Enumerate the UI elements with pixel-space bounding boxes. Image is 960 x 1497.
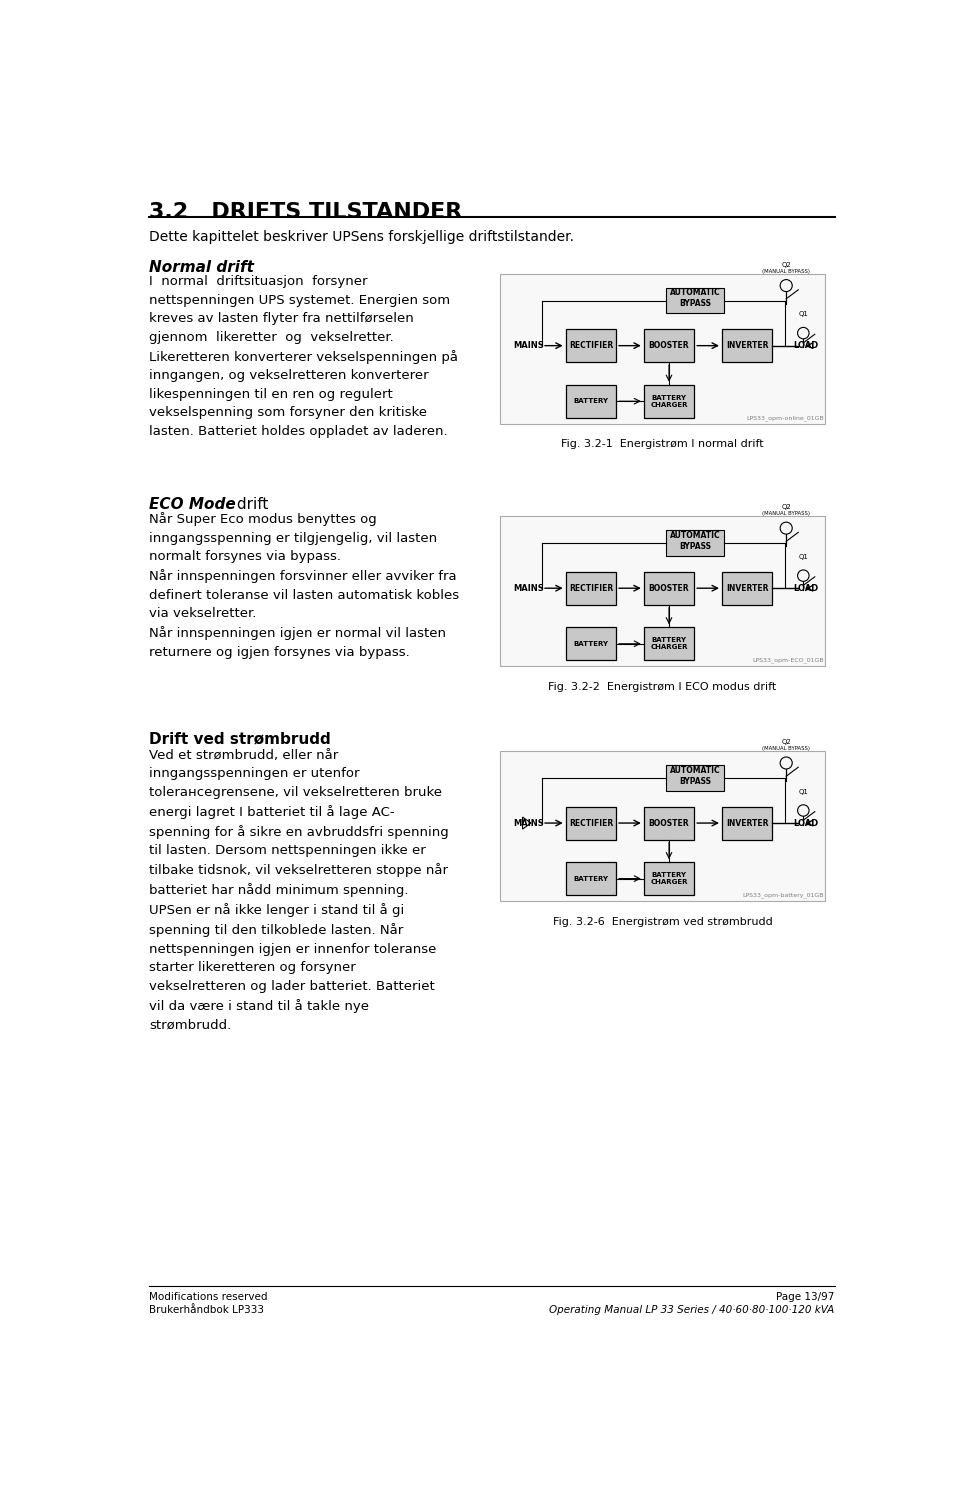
Text: Fig. 3.2-2  Energistrøm I ECO modus drift: Fig. 3.2-2 Energistrøm I ECO modus drift [548, 681, 777, 692]
Text: 3.2   DRIFTS TILSTANDER: 3.2 DRIFTS TILSTANDER [150, 202, 463, 222]
Text: (MANUAL BYPASS): (MANUAL BYPASS) [762, 510, 810, 516]
Text: LOAD: LOAD [794, 584, 819, 593]
Text: Dette kapittelet beskriver UPSens forskjellige driftstilstander.: Dette kapittelet beskriver UPSens forskj… [150, 229, 574, 244]
Text: I  normal  driftsituasjon  forsyner
nettspenningen UPS systemet. Energien som
kr: I normal driftsituasjon forsyner nettspe… [150, 275, 459, 437]
FancyBboxPatch shape [644, 385, 694, 418]
Text: RECTIFIER: RECTIFIER [568, 341, 613, 350]
FancyBboxPatch shape [644, 329, 694, 362]
Text: BOOSTER: BOOSTER [649, 584, 689, 593]
FancyBboxPatch shape [665, 765, 725, 790]
Text: AUTOMATIC
BYPASS: AUTOMATIC BYPASS [670, 531, 720, 551]
Text: Q2: Q2 [781, 740, 791, 746]
Text: BATTERY: BATTERY [573, 876, 609, 882]
Text: LPS33_opm-battery_01GB: LPS33_opm-battery_01GB [742, 892, 824, 898]
Text: BATTERY
CHARGER: BATTERY CHARGER [650, 873, 687, 885]
Text: Q1: Q1 [799, 554, 808, 560]
Text: Q1: Q1 [799, 311, 808, 317]
FancyBboxPatch shape [644, 862, 694, 895]
Text: drift: drift [232, 497, 269, 512]
Text: Når Super Eco modus benyttes og
inngangsspenning er tilgjengelig, vil lasten
nor: Når Super Eco modus benyttes og inngangs… [150, 512, 460, 659]
Text: Brukerhåndbok LP333: Brukerhåndbok LP333 [150, 1304, 264, 1314]
FancyBboxPatch shape [722, 329, 773, 362]
FancyBboxPatch shape [500, 516, 826, 666]
Text: BATTERY: BATTERY [573, 398, 609, 404]
Text: INVERTER: INVERTER [726, 584, 768, 593]
Text: LPS33_opm-ECO_01GB: LPS33_opm-ECO_01GB [752, 657, 824, 663]
FancyBboxPatch shape [665, 530, 725, 555]
Text: Q1: Q1 [799, 789, 808, 795]
Text: Normal drift: Normal drift [150, 259, 254, 275]
FancyBboxPatch shape [565, 572, 616, 605]
Text: LOAD: LOAD [794, 341, 819, 350]
Text: Fig. 3.2-6  Energistrøm ved strømbrudd: Fig. 3.2-6 Energistrøm ved strømbrudd [553, 916, 773, 927]
FancyBboxPatch shape [644, 572, 694, 605]
Text: RECTIFIER: RECTIFIER [568, 584, 613, 593]
Text: ECO Mode: ECO Mode [150, 497, 236, 512]
Text: (MANUAL BYPASS): (MANUAL BYPASS) [762, 268, 810, 274]
Text: BOOSTER: BOOSTER [649, 819, 689, 828]
Text: AUTOMATIC
BYPASS: AUTOMATIC BYPASS [670, 765, 720, 786]
FancyBboxPatch shape [565, 385, 616, 418]
FancyBboxPatch shape [565, 627, 616, 660]
Text: MAINS: MAINS [513, 341, 543, 350]
FancyBboxPatch shape [644, 627, 694, 660]
Text: RECTIFIER: RECTIFIER [568, 819, 613, 828]
Text: Ved et strømbrudd, eller når
inngangsspenningen er utenfor
tolerансegrensene, vi: Ved et strømbrudd, eller når inngangsspe… [150, 748, 449, 1031]
FancyBboxPatch shape [500, 751, 826, 901]
Text: Modifications reserved: Modifications reserved [150, 1292, 268, 1302]
Text: Page 13/97: Page 13/97 [777, 1292, 834, 1302]
Text: Drift ved strømbrudd: Drift ved strømbrudd [150, 732, 331, 747]
Text: MAINS: MAINS [513, 819, 543, 828]
Text: AUTOMATIC
BYPASS: AUTOMATIC BYPASS [670, 289, 720, 308]
Text: Operating Manual LP 33 Series / 40·60·80·100·120 kVA: Operating Manual LP 33 Series / 40·60·80… [549, 1304, 834, 1314]
Text: INVERTER: INVERTER [726, 341, 768, 350]
FancyBboxPatch shape [644, 807, 694, 840]
FancyBboxPatch shape [565, 807, 616, 840]
FancyBboxPatch shape [565, 862, 616, 895]
Text: BATTERY: BATTERY [573, 641, 609, 647]
FancyBboxPatch shape [500, 274, 826, 424]
FancyBboxPatch shape [665, 287, 725, 313]
Text: INVERTER: INVERTER [726, 819, 768, 828]
Text: Q2: Q2 [781, 504, 791, 510]
Text: MAINS: MAINS [513, 584, 543, 593]
Text: (MANUAL BYPASS): (MANUAL BYPASS) [762, 746, 810, 751]
Polygon shape [522, 817, 531, 829]
Text: BATTERY
CHARGER: BATTERY CHARGER [650, 395, 687, 407]
FancyBboxPatch shape [722, 572, 773, 605]
Text: Fig. 3.2-1  Energistrøm I normal drift: Fig. 3.2-1 Energistrøm I normal drift [562, 439, 764, 449]
FancyBboxPatch shape [722, 807, 773, 840]
Text: Q2: Q2 [781, 262, 791, 268]
Text: BOOSTER: BOOSTER [649, 341, 689, 350]
FancyBboxPatch shape [565, 329, 616, 362]
Text: BATTERY
CHARGER: BATTERY CHARGER [650, 638, 687, 650]
Text: LOAD: LOAD [794, 819, 819, 828]
Text: LPS33_opm-online_01GB: LPS33_opm-online_01GB [746, 415, 824, 421]
